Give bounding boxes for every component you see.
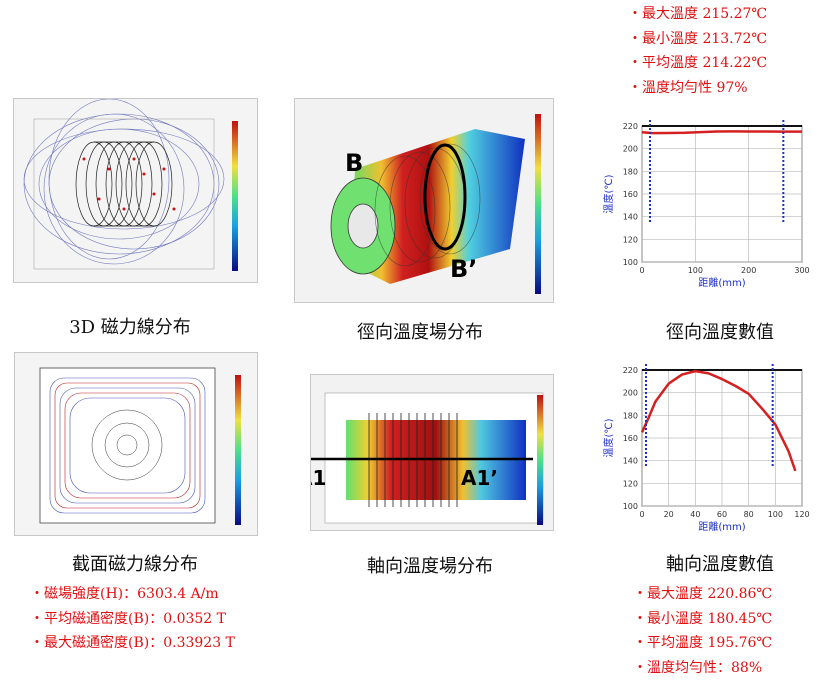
- x-tick-label: 80: [744, 510, 754, 519]
- max-flux-density: ・最大磁通密度(B)：0.33923 T: [30, 631, 235, 656]
- field-strength: ・磁場強度(H)：6303.4 A/m: [30, 582, 235, 607]
- axial-max-temp: ・最大溫度 220.86℃: [633, 582, 772, 607]
- radial-stats: ・最大溫度 215.27℃ ・最小溫度 213.72℃ ・平均溫度 214.22…: [628, 2, 767, 100]
- y-tick-label: 140: [623, 213, 638, 222]
- y-tick-label: 100: [623, 258, 638, 267]
- axial-uniformity: ・溫度均勻性：88%: [633, 656, 772, 680]
- y-tick-label: 180: [623, 411, 638, 420]
- x-tick-label: 0: [639, 510, 644, 519]
- cross-section-image: [14, 352, 258, 536]
- y-tick-label: 140: [623, 457, 638, 466]
- y-tick-label: 160: [623, 434, 638, 443]
- radial-max-temp: ・最大溫度 215.27℃: [628, 2, 767, 27]
- caption-radial-field: 徑向溫度場分布: [320, 318, 520, 344]
- caption-radial-values: 徑向溫度數值: [630, 318, 810, 344]
- label-a1: A1: [311, 466, 326, 490]
- avg-flux-density: ・平均磁通密度(B)：0.0352 T: [30, 607, 235, 632]
- y-tick-label: 160: [623, 190, 638, 199]
- y-tick-label: 100: [623, 502, 638, 511]
- y-tick-label: 220: [623, 122, 638, 131]
- label-b: B: [345, 149, 363, 177]
- axial-avg-temp: ・平均溫度 195.76℃: [633, 631, 772, 656]
- y-tick-label: 120: [623, 479, 638, 488]
- x-tick-label: 300: [794, 266, 809, 275]
- y-axis-label: 溫度(℃): [602, 418, 615, 457]
- caption-axial-values: 軸向溫度數值: [630, 550, 810, 576]
- y-tick-label: 200: [623, 389, 638, 398]
- x-tick-label: 0: [639, 266, 644, 275]
- x-tick-label: 20: [664, 510, 674, 519]
- x-tick-label: 60: [717, 510, 727, 519]
- caption-axial-field: 軸向溫度場分布: [330, 552, 530, 578]
- x-axis-label: 距離(mm): [698, 276, 745, 289]
- x-tick-label: 40: [690, 510, 700, 519]
- caption-cross-section: 截面磁力線分布: [35, 550, 235, 576]
- radial-uniformity: ・溫度均勻性 97%: [628, 76, 767, 101]
- y-tick-label: 180: [623, 167, 638, 176]
- radial-min-temp: ・最小溫度 213.72℃: [628, 27, 767, 52]
- y-tick-label: 120: [623, 235, 638, 244]
- axial-stats: ・最大溫度 220.86℃ ・最小溫度 180.45℃ ・平均溫度 195.76…: [633, 582, 772, 680]
- y-axis-label: 溫度(℃): [602, 174, 615, 213]
- y-tick-label: 220: [623, 366, 638, 375]
- radial-field-image: B B’: [294, 98, 554, 303]
- x-axis-label: 距離(mm): [698, 520, 745, 533]
- x-tick-label: 120: [794, 510, 809, 519]
- radial-avg-temp: ・平均溫度 214.22℃: [628, 51, 767, 76]
- x-tick-label: 100: [688, 266, 703, 275]
- field-3d-image: [13, 98, 258, 283]
- label-b-prime: B’: [450, 255, 477, 283]
- x-tick-label: 100: [768, 510, 783, 519]
- axial-chart-svg: 100 120 140 160 180 200 220 0 20 40 60 80 100 120 距離(m…: [594, 362, 814, 544]
- axial-temp-chart: 100 120 140 160 180 200 220 0 20 40 60 80 100 120 距離(m…: [594, 362, 814, 544]
- axial-field-image: A1 A1’: [310, 374, 554, 531]
- x-tick-label: 200: [741, 266, 756, 275]
- caption-field-3d: 3D 磁力線分布: [30, 313, 230, 339]
- label-a1-prime: A1’: [461, 466, 498, 490]
- y-tick-label: 200: [623, 145, 638, 154]
- magnetic-stats: ・磁場強度(H)：6303.4 A/m ・平均磁通密度(B)：0.0352 T …: [30, 582, 235, 656]
- axial-min-temp: ・最小溫度 180.45℃: [633, 607, 772, 632]
